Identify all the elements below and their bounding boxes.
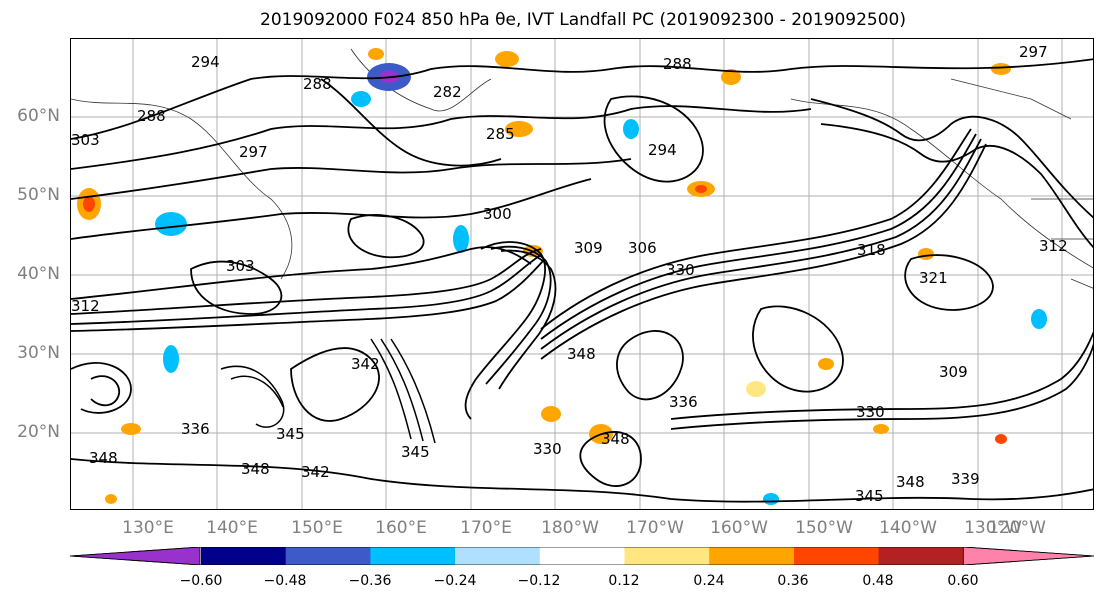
theta-e-contours: [71, 58, 1093, 503]
contour-label: 330: [533, 440, 562, 458]
colorbar-segment: [370, 547, 456, 565]
contour-label: 348: [241, 460, 270, 478]
longitude-label: 160°E: [375, 518, 427, 538]
contour-label: 345: [401, 443, 430, 461]
colorbar-segment: [539, 547, 625, 565]
map-canvas: 294 288 282 288 285 294 297 288 303 300 …: [71, 39, 1093, 509]
contour-label: 312: [1039, 237, 1068, 255]
contour-label: 309: [939, 363, 968, 381]
contour-label: 348: [896, 473, 925, 491]
colorbar-segment: [878, 547, 964, 565]
contour-label: 342: [301, 463, 330, 481]
colorbar: [70, 547, 1094, 565]
colorbar-tick: −0.48: [263, 573, 307, 589]
colorbar-segment: [709, 547, 795, 565]
pc-shading: [77, 48, 1047, 505]
longitude-label: 120°W: [988, 518, 1046, 538]
colorbar-segment: [793, 547, 880, 565]
contour-label: 345: [855, 487, 884, 505]
contour-label: 294: [191, 53, 220, 71]
contour-label: 348: [89, 449, 118, 467]
colorbar-tick: −0.24: [433, 573, 477, 589]
contour-label: 300: [483, 205, 512, 223]
contour-label: 282: [433, 83, 462, 101]
colorbar-tick: 0.60: [947, 573, 979, 589]
colorbar-tick: 0.36: [777, 573, 809, 589]
longitude-label: 130°W: [964, 518, 1022, 538]
map-panel: 294 288 282 288 285 294 297 288 303 300 …: [70, 38, 1094, 510]
colorbar-extend-min: [70, 547, 201, 565]
latitude-label: 20°N: [17, 422, 60, 442]
longitude-label: 130°E: [122, 518, 174, 538]
colorbar-tick: 0.12: [608, 573, 640, 589]
contour-label: 348: [567, 345, 596, 363]
colorbar-tick: −0.12: [517, 573, 561, 589]
contour-label: 342: [351, 355, 380, 373]
colorbar-segment: [455, 547, 541, 565]
contour-label: 339: [951, 470, 980, 488]
contour-label: 288: [137, 107, 166, 125]
longitude-label: 150°E: [291, 518, 343, 538]
contour-label: 330: [666, 261, 695, 279]
map-title: 2019092000 F024 850 hPa θe, IVT Landfall…: [260, 10, 906, 30]
colorbar-extend-max: [962, 547, 1094, 565]
longitude-label: 140°W: [879, 518, 937, 538]
contour-label-layer: 294 288 282 288 285 294 297 288 303 300 …: [71, 43, 1068, 505]
colorbar-segment: [201, 547, 287, 565]
contour-label: 288: [663, 55, 692, 73]
latitude-label: 50°N: [17, 185, 60, 205]
contour-label: 336: [669, 393, 698, 411]
contour-label: 288: [303, 75, 332, 93]
contour-label: 303: [226, 257, 255, 275]
colorbar-tick: −0.60: [179, 573, 223, 589]
colorbar-segment: [285, 547, 371, 565]
longitude-label: 170°E: [460, 518, 512, 538]
longitude-label: 140°E: [206, 518, 258, 538]
contour-label: 336: [181, 420, 210, 438]
longitude-label: 170°W: [626, 518, 684, 538]
colorbar-segments: [70, 547, 1094, 565]
contour-label: 330: [856, 403, 885, 421]
contour-label: 345: [276, 425, 305, 443]
contour-label: 318: [857, 241, 886, 259]
contour-label: 309: [574, 239, 603, 257]
latitude-label: 30°N: [17, 343, 60, 363]
contour-label: 294: [648, 141, 677, 159]
colorbar-tick: −0.36: [348, 573, 392, 589]
colorbar-tick: 0.24: [693, 573, 725, 589]
contour-label: 297: [1019, 43, 1048, 61]
latitude-label: 40°N: [17, 264, 60, 284]
longitude-label: 180°W: [541, 518, 599, 538]
contour-label: 306: [628, 239, 657, 257]
contour-label: 312: [71, 297, 100, 315]
ivt-contours: [220, 338, 436, 444]
contour-label: 348: [601, 430, 630, 448]
colorbar-tick: 0.48: [862, 573, 894, 589]
colorbar-segment: [624, 547, 710, 565]
longitude-label: 150°W: [795, 518, 853, 538]
contour-label: 321: [919, 269, 948, 287]
longitude-label: 160°W: [710, 518, 768, 538]
latitude-label: 60°N: [17, 106, 60, 126]
contour-label: 285: [486, 125, 515, 143]
contour-label: 297: [239, 143, 268, 161]
contour-label: 303: [71, 131, 100, 149]
